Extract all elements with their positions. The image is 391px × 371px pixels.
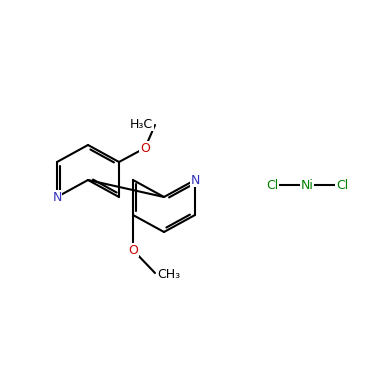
Text: H₃C: H₃C	[130, 118, 153, 131]
Text: N: N	[190, 174, 200, 187]
Text: O: O	[128, 243, 138, 256]
Text: O: O	[140, 141, 150, 154]
Text: Cl: Cl	[266, 178, 278, 191]
Text: Cl: Cl	[336, 178, 348, 191]
Text: CH₃: CH₃	[157, 267, 180, 280]
Text: N: N	[52, 190, 62, 204]
Text: Ni: Ni	[301, 178, 314, 191]
